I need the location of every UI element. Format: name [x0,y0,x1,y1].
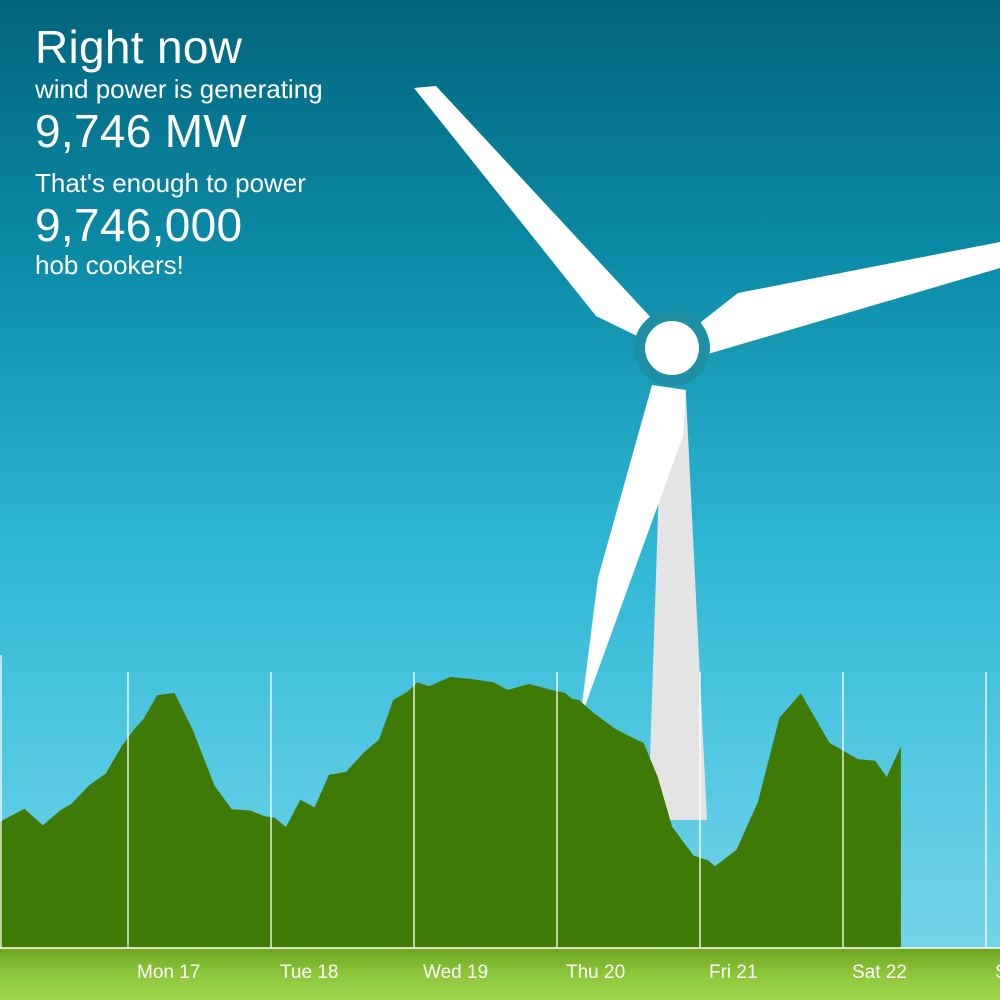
equivalent-count: 9,746,000 [35,199,243,251]
day-gridlines [0,655,987,990]
comparison-text: That's enough to power [35,168,306,198]
wind-turbine-illustration [414,86,1000,820]
day-label: Thu 20 [566,962,625,983]
turbine-blade-upper [414,86,655,336]
appliance-text: hob cookers! [35,250,184,280]
day-label: Tue 18 [280,962,338,983]
current-output-value: 9,746 MW [35,105,248,157]
day-label: Wed 19 [423,962,488,983]
headline: Right now [35,21,243,73]
turbine-hub [645,321,699,375]
day-label: Mon 17 [137,962,200,983]
timeline-strip: Mon 17 Tue 18 Wed 19 Thu 20 Fri 21 Sat 22 S [0,947,1000,1000]
generation-chart [0,655,987,990]
current-output-panel: Right now wind power is generating 9,746… [35,24,323,278]
generating-text: wind power is generating [35,74,323,104]
turbine-blade-right [701,242,1000,354]
day-label: S [995,962,1000,983]
day-label: Sat 22 [852,962,907,983]
day-labels: Mon 17 Tue 18 Wed 19 Thu 20 Fri 21 Sat 22 S [137,962,1000,983]
day-label: Fri 21 [709,962,758,983]
ground-band [0,948,1000,1000]
turbine-blade-lower [580,385,686,720]
wind-generation-area [0,676,901,948]
turbine-tower [648,390,707,820]
